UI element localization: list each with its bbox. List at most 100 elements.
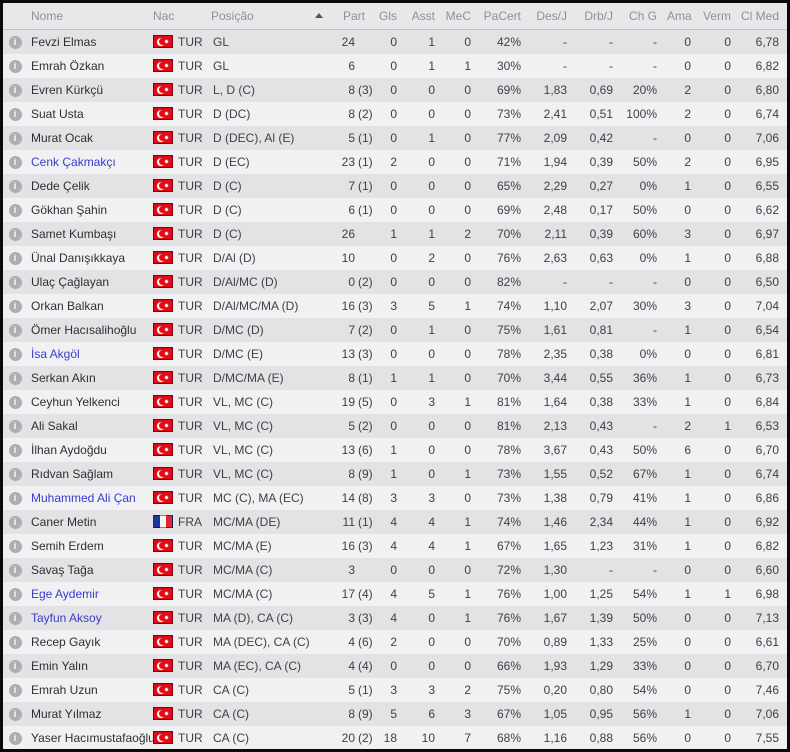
player-name[interactable]: Muhammed Ali Çan xyxy=(31,490,136,505)
column-header-nome[interactable]: Nome xyxy=(27,3,153,30)
table-row[interactable]: i Ünal Danışıkkaya TUR D/Al (D) 10 0 2 0… xyxy=(3,245,787,270)
player-name[interactable]: Semih Erdem xyxy=(31,538,104,553)
player-name[interactable]: Tayfun Aksoy xyxy=(31,610,102,625)
column-header-gls[interactable]: Gls xyxy=(375,3,407,30)
column-header-posicao[interactable]: Posição xyxy=(211,3,331,30)
player-name[interactable]: Savaş Tağa xyxy=(31,562,94,577)
player-name[interactable]: Emin Yalın xyxy=(31,658,88,673)
table-row[interactable]: i Ulaç Çağlayan TUR D/Al/MC (D) 0 (2) 0 0… xyxy=(3,269,787,294)
player-name[interactable]: Caner Metin xyxy=(31,514,97,529)
info-icon[interactable]: i xyxy=(8,588,22,601)
player-name[interactable]: Gökhan Şahin xyxy=(31,202,108,217)
table-row[interactable]: i Ege Aydemir TUR MC/MA (C) 17 (4) 4 5 1 … xyxy=(3,581,787,606)
table-row[interactable]: i Ömer Hacısalihoğlu TUR D/MC (D) 7 (2) 0… xyxy=(3,317,787,342)
player-name[interactable]: Emrah Uzun xyxy=(31,682,98,697)
table-row[interactable]: i Suat Usta TUR D (DC) 8 (2) 0 0 0 73% 2,… xyxy=(3,101,787,126)
info-icon[interactable]: i xyxy=(8,132,22,145)
player-name[interactable]: Ceyhun Yelkenci xyxy=(31,394,120,409)
player-name[interactable]: Rıdvan Sağlam xyxy=(31,466,114,481)
player-name[interactable]: Dede Çelik xyxy=(31,178,90,193)
info-icon[interactable]: i xyxy=(8,708,22,721)
column-header-ama[interactable]: Ama xyxy=(667,3,701,30)
info-icon[interactable]: i xyxy=(8,660,22,673)
player-name[interactable]: Murat Ocak xyxy=(31,130,94,145)
player-name[interactable]: Yaser Hacımustafaoğlu xyxy=(31,730,153,745)
table-row[interactable]: i Caner Metin FRA MC/MA (DE) 11 (1) 4 4 1… xyxy=(3,509,787,534)
info-icon[interactable]: i xyxy=(8,252,22,265)
table-row[interactable]: i İsa Akgöl TUR D/MC (E) 13 (3) 0 0 0 78%… xyxy=(3,341,787,366)
player-name[interactable]: Recep Gayık xyxy=(31,634,101,649)
table-row[interactable]: i Samet Kumbaşı TUR D (C) 26 1 1 2 70% 2… xyxy=(3,221,787,246)
info-icon[interactable]: i xyxy=(8,228,22,241)
table-row[interactable]: i Tayfun Aksoy TUR MA (D), CA (C) 3 (3) 4… xyxy=(3,605,787,630)
column-header-nac[interactable]: Nac xyxy=(153,3,211,30)
table-row[interactable]: i Recep Gayık TUR MA (DEC), CA (C) 4 (6) … xyxy=(3,629,787,654)
table-row[interactable]: i Dede Çelik TUR D (C) 7 (1) 0 0 0 65% 2,… xyxy=(3,173,787,198)
player-name[interactable]: Ünal Danışıkkaya xyxy=(31,250,126,265)
table-row[interactable]: i Emrah Uzun TUR CA (C) 5 (1) 3 3 2 75% 0… xyxy=(3,677,787,702)
info-icon[interactable]: i xyxy=(8,612,22,625)
info-icon[interactable]: i xyxy=(8,180,22,193)
column-header-part[interactable]: Part xyxy=(331,3,375,30)
player-name[interactable]: Samet Kumbaşı xyxy=(31,226,117,241)
info-icon[interactable]: i xyxy=(8,564,22,577)
column-header-verm[interactable]: Verm xyxy=(701,3,741,30)
player-name[interactable]: Orkan Balkan xyxy=(31,298,104,313)
player-name[interactable]: Ömer Hacısalihoğlu xyxy=(31,322,137,337)
table-row[interactable]: i Fevzi Elmas TUR GL 24 0 1 0 42% - - - … xyxy=(3,29,787,54)
player-name[interactable]: Murat Yılmaz xyxy=(31,706,102,721)
info-icon[interactable]: i xyxy=(8,636,22,649)
table-row[interactable]: i Evren Kürkçü TUR L, D (C) 8 (3) 0 0 0 6… xyxy=(3,77,787,102)
player-name[interactable]: Emrah Özkan xyxy=(31,58,105,73)
info-icon[interactable]: i xyxy=(8,396,22,409)
info-icon[interactable]: i xyxy=(8,108,22,121)
table-row[interactable]: i Ceyhun Yelkenci TUR VL, MC (C) 19 (5) 0… xyxy=(3,389,787,414)
table-row[interactable]: i Murat Ocak TUR D (DEC), Al (E) 5 (1) 0 … xyxy=(3,125,787,150)
info-icon[interactable]: i xyxy=(8,84,22,97)
table-row[interactable]: i Savaş Tağa TUR MC/MA (C) 3 0 0 0 72% 1… xyxy=(3,557,787,582)
column-header-info[interactable] xyxy=(3,3,27,30)
table-row[interactable]: i Muhammed Ali Çan TUR MC (C), MA (EC) 1… xyxy=(3,485,787,510)
info-icon[interactable]: i xyxy=(8,492,22,505)
info-icon[interactable]: i xyxy=(8,540,22,553)
player-name[interactable]: Fevzi Elmas xyxy=(31,34,97,49)
info-icon[interactable]: i xyxy=(8,516,22,529)
table-row[interactable]: i Semih Erdem TUR MC/MA (E) 16 (3) 4 4 1 … xyxy=(3,533,787,558)
table-row[interactable]: i Yaser Hacımustafaoğlu TUR CA (C) 20 (2)… xyxy=(3,725,787,749)
player-name[interactable]: Evren Kürkçü xyxy=(31,82,104,97)
info-icon[interactable]: i xyxy=(8,60,22,73)
info-icon[interactable]: i xyxy=(8,348,22,361)
player-name[interactable]: İsa Akgöl xyxy=(31,346,80,361)
table-row[interactable]: i Murat Yılmaz TUR CA (C) 8 (9) 5 6 3 67%… xyxy=(3,701,787,726)
table-row[interactable]: i Ali Sakal TUR VL, MC (C) 5 (2) 0 0 0 81… xyxy=(3,413,787,438)
table-row[interactable]: i Cenk Çakmakçı TUR D (EC) 23 (1) 2 0 0 7… xyxy=(3,149,787,174)
table-row[interactable]: i Serkan Akın TUR D/MC/MA (E) 8 (1) 1 1 0… xyxy=(3,365,787,390)
info-icon[interactable]: i xyxy=(8,324,22,337)
player-name[interactable]: İlhan Aydoğdu xyxy=(31,442,107,457)
player-name[interactable]: Cenk Çakmakçı xyxy=(31,154,116,169)
player-name[interactable]: Suat Usta xyxy=(31,106,84,121)
info-icon[interactable]: i xyxy=(8,420,22,433)
info-icon[interactable]: i xyxy=(8,372,22,385)
column-header-desj[interactable]: Des/J xyxy=(531,3,577,30)
column-header-clmed[interactable]: Cl Med xyxy=(741,3,787,30)
column-header-mec[interactable]: MeC xyxy=(445,3,481,30)
info-icon[interactable]: i xyxy=(8,468,22,481)
table-row[interactable]: i Gökhan Şahin TUR D (C) 6 (1) 0 0 0 69% … xyxy=(3,197,787,222)
column-header-pacert[interactable]: PaCert xyxy=(481,3,531,30)
column-header-chg[interactable]: Ch G xyxy=(623,3,667,30)
table-row[interactable]: i İlhan Aydoğdu TUR VL, MC (C) 13 (6) 1 0… xyxy=(3,437,787,462)
column-header-asst[interactable]: Asst xyxy=(407,3,445,30)
table-row[interactable]: i Emin Yalın TUR MA (EC), CA (C) 4 (4) 0 … xyxy=(3,653,787,678)
column-header-drbj[interactable]: Drb/J xyxy=(577,3,623,30)
table-row[interactable]: i Orkan Balkan TUR D/Al/MC/MA (D) 16 (3) … xyxy=(3,293,787,318)
info-icon[interactable]: i xyxy=(8,684,22,697)
player-name[interactable]: Serkan Akın xyxy=(31,370,96,385)
player-name[interactable]: Ulaç Çağlayan xyxy=(31,274,110,289)
player-name[interactable]: Ali Sakal xyxy=(31,418,78,433)
info-icon[interactable]: i xyxy=(8,204,22,217)
table-row[interactable]: i Rıdvan Sağlam TUR VL, MC (C) 8 (9) 1 0 … xyxy=(3,461,787,486)
info-icon[interactable]: i xyxy=(8,444,22,457)
info-icon[interactable]: i xyxy=(8,156,22,169)
info-icon[interactable]: i xyxy=(8,300,22,313)
